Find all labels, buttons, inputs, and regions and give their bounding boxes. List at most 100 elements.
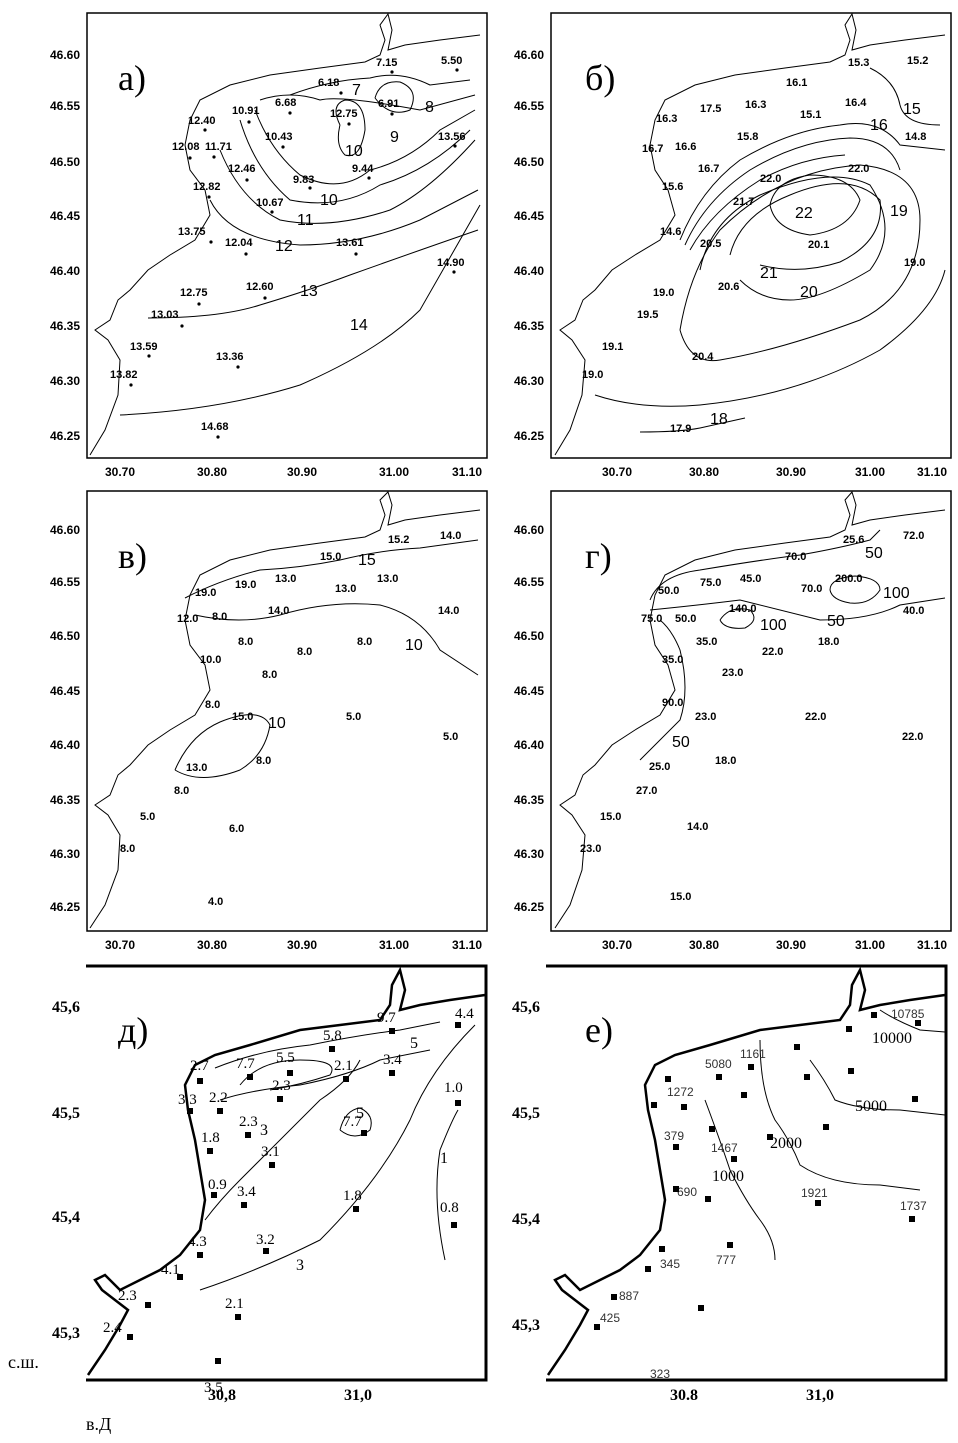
x-tick: 30.70 bbox=[602, 465, 632, 479]
isoline bbox=[339, 1107, 372, 1137]
station-value: 9.44 bbox=[352, 163, 374, 175]
station-marker bbox=[197, 1078, 203, 1084]
station-value: 22.0 bbox=[848, 163, 869, 175]
station-value: 14.0 bbox=[268, 605, 289, 617]
station-dot bbox=[263, 296, 267, 300]
y-axis-ticks: 46.60 46.55 46.50 46.45 46.40 46.35 46.3… bbox=[514, 48, 544, 443]
y-tick: 46.60 bbox=[514, 523, 544, 537]
y-tick: 46.55 bbox=[514, 99, 544, 113]
station-value: 19.0 bbox=[195, 587, 216, 599]
station-dot bbox=[236, 365, 240, 369]
station-dot bbox=[339, 91, 343, 95]
y-tick: 46.60 bbox=[514, 48, 544, 62]
station-value: 5.0 bbox=[346, 711, 361, 723]
station-marker bbox=[815, 1200, 821, 1206]
y-tick: 46.25 bbox=[514, 429, 544, 443]
station-value: 6.0 bbox=[229, 823, 244, 835]
station-value: 20.4 bbox=[692, 351, 714, 363]
station-marker bbox=[247, 1074, 253, 1080]
station-value: 1161 bbox=[740, 1047, 766, 1061]
isoline-label: 20 bbox=[800, 284, 818, 301]
station-marker bbox=[673, 1144, 679, 1150]
station-value: 200.0 bbox=[835, 573, 863, 585]
isoline-label: 2000 bbox=[770, 1135, 802, 1152]
station-value: 8.0 bbox=[120, 843, 135, 855]
y-tick: 46.50 bbox=[50, 629, 80, 643]
station-value: 17.9 bbox=[670, 423, 691, 435]
isoline-label: 100 bbox=[883, 585, 910, 602]
y-tick: 46.25 bbox=[50, 900, 80, 914]
station-marker bbox=[187, 1108, 193, 1114]
station-value: 425 bbox=[600, 1311, 620, 1325]
station-value: 7.15 bbox=[376, 57, 397, 69]
y-tick: 46.35 bbox=[514, 793, 544, 807]
panel-frame bbox=[86, 490, 488, 932]
station-value: 45.0 bbox=[740, 573, 761, 585]
latitude-note: с.ш. bbox=[8, 1352, 39, 1372]
station-marker bbox=[673, 1186, 679, 1192]
station-value: 72.0 bbox=[903, 530, 924, 542]
station-dot bbox=[281, 145, 285, 149]
y-tick: 46.40 bbox=[514, 264, 544, 278]
station-marker bbox=[665, 1076, 671, 1082]
coastline bbox=[86, 966, 486, 1376]
station-marker bbox=[659, 1246, 665, 1252]
station-dot bbox=[247, 120, 251, 124]
station-value: 25.0 bbox=[649, 761, 670, 773]
station-value: 23.0 bbox=[695, 711, 716, 723]
station-value: 40.0 bbox=[903, 605, 924, 617]
station-marker bbox=[451, 1222, 457, 1228]
station-value: 5.0 bbox=[140, 811, 155, 823]
x-tick: 31.00 bbox=[379, 938, 409, 952]
y-tick: 46.25 bbox=[514, 900, 544, 914]
y-tick: 45,5 bbox=[52, 1105, 80, 1122]
station-marker bbox=[681, 1104, 687, 1110]
station-dot bbox=[270, 210, 274, 214]
station-value: 17.5 bbox=[700, 103, 721, 115]
station-value: 1.8 bbox=[343, 1188, 362, 1204]
station-marker bbox=[329, 1046, 335, 1052]
station-value: 2.4 bbox=[103, 1320, 122, 1336]
isoline-label: 15 bbox=[358, 552, 376, 569]
station-marker bbox=[823, 1124, 829, 1130]
station-dot bbox=[203, 128, 207, 132]
station-value: 16.1 bbox=[786, 77, 807, 89]
panel-frame bbox=[86, 12, 488, 459]
isoline bbox=[147, 229, 479, 319]
station-value: 14.90 bbox=[437, 257, 465, 269]
isoline-label: 5000 bbox=[855, 1098, 887, 1115]
station-value: 8.0 bbox=[256, 755, 271, 767]
y-tick: 46.45 bbox=[514, 684, 544, 698]
isoline bbox=[679, 123, 946, 241]
station-value: 15.0 bbox=[600, 811, 621, 823]
panel-label: д) bbox=[118, 1010, 148, 1050]
isoline bbox=[699, 176, 886, 301]
station-marker bbox=[912, 1096, 918, 1102]
isoline bbox=[194, 603, 479, 676]
x-axis-ticks: 30.70 30.80 30.90 31.00 31.10 bbox=[105, 465, 482, 479]
station-value: 90.0 bbox=[662, 697, 683, 709]
x-tick: 30.80 bbox=[689, 938, 719, 952]
y-tick: 46.40 bbox=[50, 738, 80, 752]
isoline-label: 13 bbox=[300, 283, 318, 300]
x-axis-ticks: 30.8 31,0 bbox=[670, 1387, 834, 1404]
isoline bbox=[374, 81, 414, 113]
x-tick: 31.00 bbox=[855, 938, 885, 952]
x-tick: 31.10 bbox=[917, 938, 947, 952]
station-value: 1.0 bbox=[444, 1080, 463, 1096]
station-dot bbox=[180, 324, 184, 328]
station-dot bbox=[308, 186, 312, 190]
station-value: 13.82 bbox=[110, 369, 138, 381]
station-value: 0.9 bbox=[208, 1177, 227, 1193]
y-tick: 46.30 bbox=[514, 847, 544, 861]
isoline-labels: 50 100 100 50 50 bbox=[672, 545, 910, 751]
station-value: 14.0 bbox=[440, 530, 461, 542]
station-value: 10.91 bbox=[232, 105, 260, 117]
station-value: 3.2 bbox=[256, 1232, 275, 1248]
station-value: 21.7 bbox=[733, 196, 754, 208]
station-value: 13.75 bbox=[178, 226, 206, 238]
y-tick: 45,3 bbox=[52, 1325, 80, 1342]
station-value: 13.59 bbox=[130, 341, 158, 353]
y-tick: 45,3 bbox=[512, 1317, 540, 1334]
station-marker bbox=[235, 1314, 241, 1320]
